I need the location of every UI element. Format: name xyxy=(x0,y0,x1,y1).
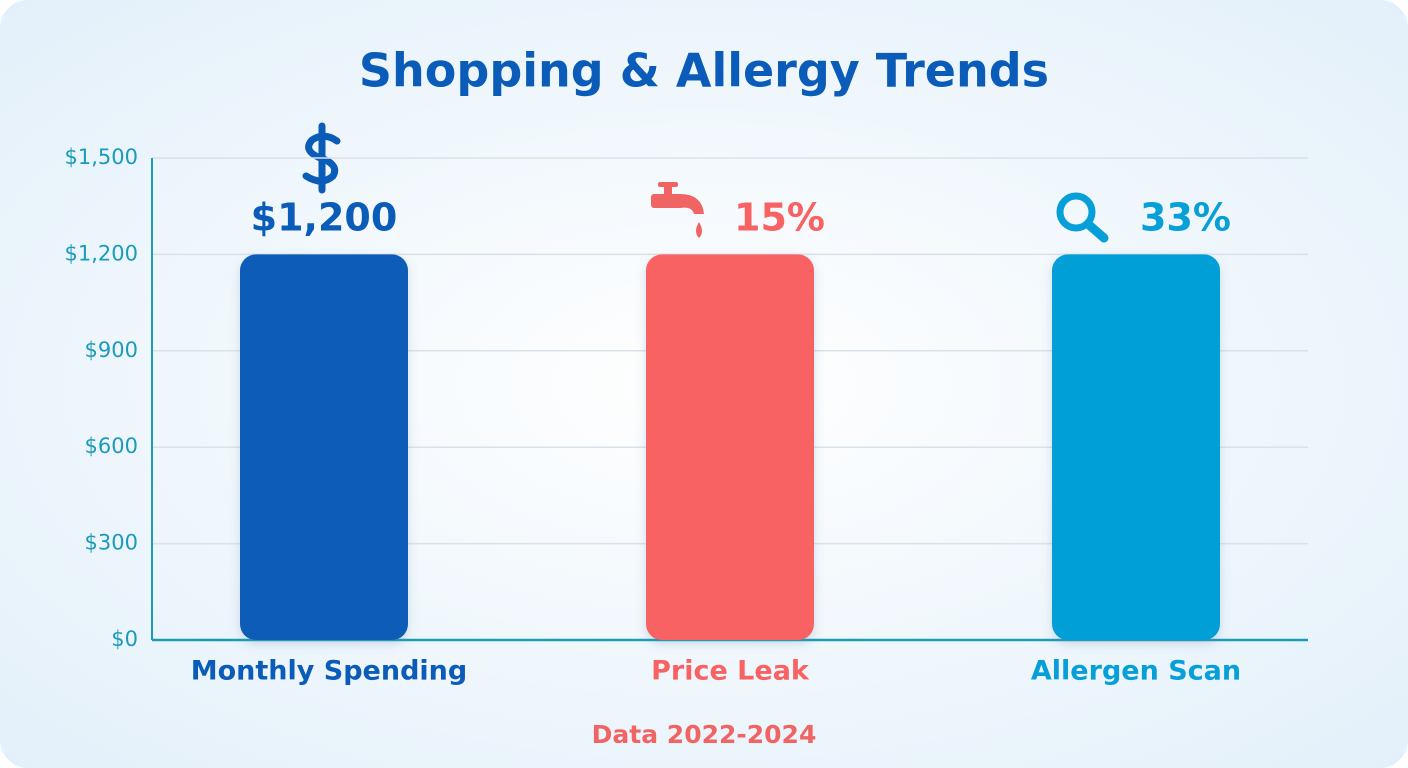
x-tick-label: Allergen Scan xyxy=(1031,656,1241,687)
bar xyxy=(1052,254,1220,640)
bar xyxy=(646,254,814,640)
y-tick-label: $600 xyxy=(85,434,138,458)
faucet-icon xyxy=(651,182,704,238)
x-tick-label: Monthly Spending xyxy=(191,656,467,687)
y-tick-label: $900 xyxy=(85,338,138,362)
chart-title: Shopping & Allergy Trends xyxy=(359,44,1049,98)
caption: Data 2022-2024 xyxy=(592,720,817,749)
annotation: $1,200 xyxy=(251,196,398,240)
annotation: 33% xyxy=(1140,196,1231,240)
y-tick-label: $300 xyxy=(85,531,138,555)
search-icon xyxy=(1056,192,1109,243)
y-tick-label: $1,200 xyxy=(65,241,138,265)
bar xyxy=(240,254,408,640)
annotation: 15% xyxy=(734,196,825,240)
y-tick-label: $0 xyxy=(111,627,138,651)
y-tick-label: $1,500 xyxy=(65,145,138,169)
x-tick-label: Price Leak xyxy=(651,656,810,687)
